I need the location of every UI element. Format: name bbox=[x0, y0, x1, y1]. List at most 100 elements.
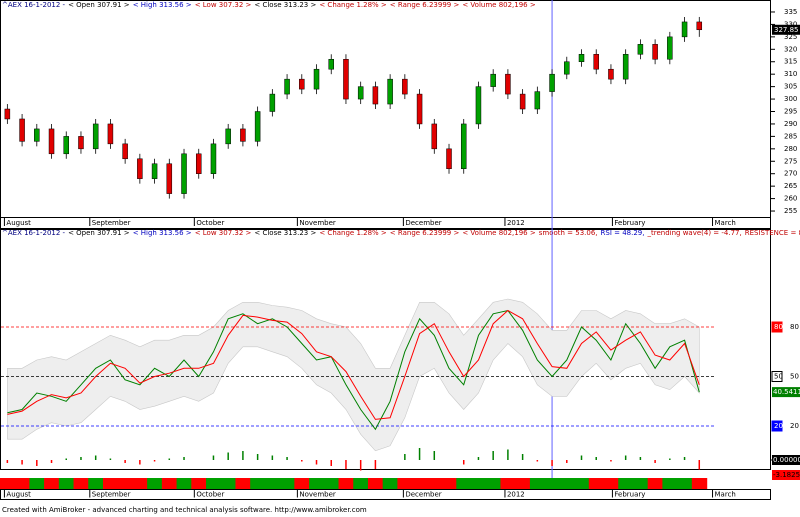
y-tick-label: 325 bbox=[784, 33, 797, 41]
candle-body bbox=[534, 91, 541, 110]
candle-body bbox=[63, 136, 69, 155]
y-tick-label: 280 bbox=[784, 145, 797, 153]
header-part: ^AEX 16-1-2012 - bbox=[2, 229, 66, 237]
trend-strip bbox=[515, 478, 531, 489]
y-tick-label: 255 bbox=[784, 207, 797, 215]
candle-body bbox=[652, 44, 658, 60]
candle bbox=[416, 89, 423, 129]
candle bbox=[4, 104, 11, 124]
candle-body bbox=[19, 118, 25, 142]
candle-body bbox=[48, 128, 55, 155]
header-part: ^AEX 16-1-2012 - bbox=[2, 1, 66, 9]
indicator-date-strip bbox=[0, 489, 771, 500]
candle-body bbox=[328, 59, 334, 70]
histogram-tick-label: 0.00000 bbox=[773, 456, 800, 464]
candle bbox=[137, 153, 143, 184]
candle bbox=[696, 16, 703, 37]
trend-strip bbox=[58, 478, 75, 489]
candle-body bbox=[460, 123, 467, 169]
x-tick-label: August bbox=[6, 219, 31, 227]
candle-body bbox=[122, 143, 128, 160]
candle-body bbox=[107, 123, 114, 145]
x-tick-label: October bbox=[196, 219, 224, 227]
candle-body bbox=[299, 78, 305, 90]
y-tick-label: 335 bbox=[784, 8, 797, 16]
trend-strip bbox=[632, 478, 649, 489]
trend-strip bbox=[529, 478, 546, 489]
trend-strip bbox=[88, 478, 104, 489]
header-part: RESISTENCE = 80.00, bbox=[745, 229, 800, 237]
candle-body bbox=[637, 44, 644, 55]
header-part: < Open 307.91 > bbox=[68, 1, 130, 9]
candle bbox=[387, 74, 393, 110]
candle bbox=[122, 138, 128, 164]
candle bbox=[637, 39, 644, 60]
trend-strip bbox=[367, 478, 384, 489]
candle-body bbox=[475, 86, 482, 125]
trend-strip bbox=[220, 478, 237, 489]
header-part: < Close 313.23 > bbox=[254, 1, 316, 9]
candle bbox=[151, 158, 158, 184]
candle bbox=[372, 81, 379, 110]
candle-body bbox=[313, 68, 320, 90]
candle bbox=[608, 64, 614, 85]
trend-strip bbox=[441, 478, 457, 489]
candle-body bbox=[357, 86, 364, 100]
candle bbox=[578, 49, 585, 67]
histogram-tick-box bbox=[772, 455, 800, 465]
candle bbox=[402, 74, 408, 100]
y-tick-label: 295 bbox=[784, 108, 797, 116]
candle-body bbox=[34, 128, 40, 142]
candle bbox=[210, 138, 217, 179]
x-tick-label: March bbox=[715, 219, 736, 227]
trend-strip bbox=[264, 478, 281, 489]
indicator-panel-frame bbox=[0, 229, 771, 470]
header-part: < High 313.56 > bbox=[133, 229, 192, 237]
x-tick-label: February bbox=[614, 491, 645, 499]
candle bbox=[446, 143, 452, 174]
candle-body bbox=[505, 73, 511, 95]
candle-body bbox=[210, 143, 217, 174]
trend-strip bbox=[574, 478, 590, 489]
y-tick-label: 265 bbox=[784, 182, 797, 190]
indicator-line bbox=[7, 309, 700, 420]
trend-strip bbox=[426, 478, 443, 489]
header-part: < Low 307.32 > bbox=[195, 1, 252, 9]
trend-strip bbox=[618, 478, 634, 489]
trend-strip bbox=[456, 478, 472, 489]
candle-body bbox=[416, 93, 423, 125]
histogram-last-label: -3.18257 bbox=[773, 471, 800, 479]
y-tick-label: 20 bbox=[774, 422, 783, 430]
x-tick-label: March bbox=[715, 491, 736, 499]
level-box bbox=[771, 420, 783, 432]
x-tick-label: November bbox=[299, 491, 336, 499]
candle bbox=[34, 123, 40, 147]
trend-strip bbox=[412, 478, 428, 489]
header-part: < Change 1.28% > bbox=[319, 1, 387, 9]
y-tick-label: 275 bbox=[784, 157, 797, 165]
candle-body bbox=[490, 73, 496, 87]
candle bbox=[299, 74, 305, 95]
trend-strip bbox=[279, 478, 296, 489]
trend-strip bbox=[471, 478, 487, 489]
candle bbox=[225, 123, 231, 149]
trend-strip bbox=[132, 478, 148, 489]
x-tick-label: February bbox=[614, 219, 645, 227]
candle-body bbox=[446, 148, 452, 169]
trend-strip bbox=[603, 478, 619, 489]
last-value-box bbox=[772, 387, 800, 398]
candle-body bbox=[151, 163, 158, 179]
y-tick-label: 285 bbox=[784, 132, 797, 140]
candle bbox=[460, 118, 467, 174]
candle-body bbox=[92, 123, 99, 150]
trend-strip bbox=[176, 478, 192, 489]
trend-strip bbox=[485, 478, 502, 489]
level-box bbox=[771, 371, 783, 382]
trend-strip bbox=[250, 478, 266, 489]
header-part: < Low 307.32 > bbox=[195, 229, 252, 237]
header-part: < Range 6.23999 > bbox=[390, 229, 460, 237]
candle-body bbox=[166, 163, 173, 194]
y-tick-label-right: 20 bbox=[790, 422, 799, 430]
trend-strip bbox=[73, 478, 89, 489]
